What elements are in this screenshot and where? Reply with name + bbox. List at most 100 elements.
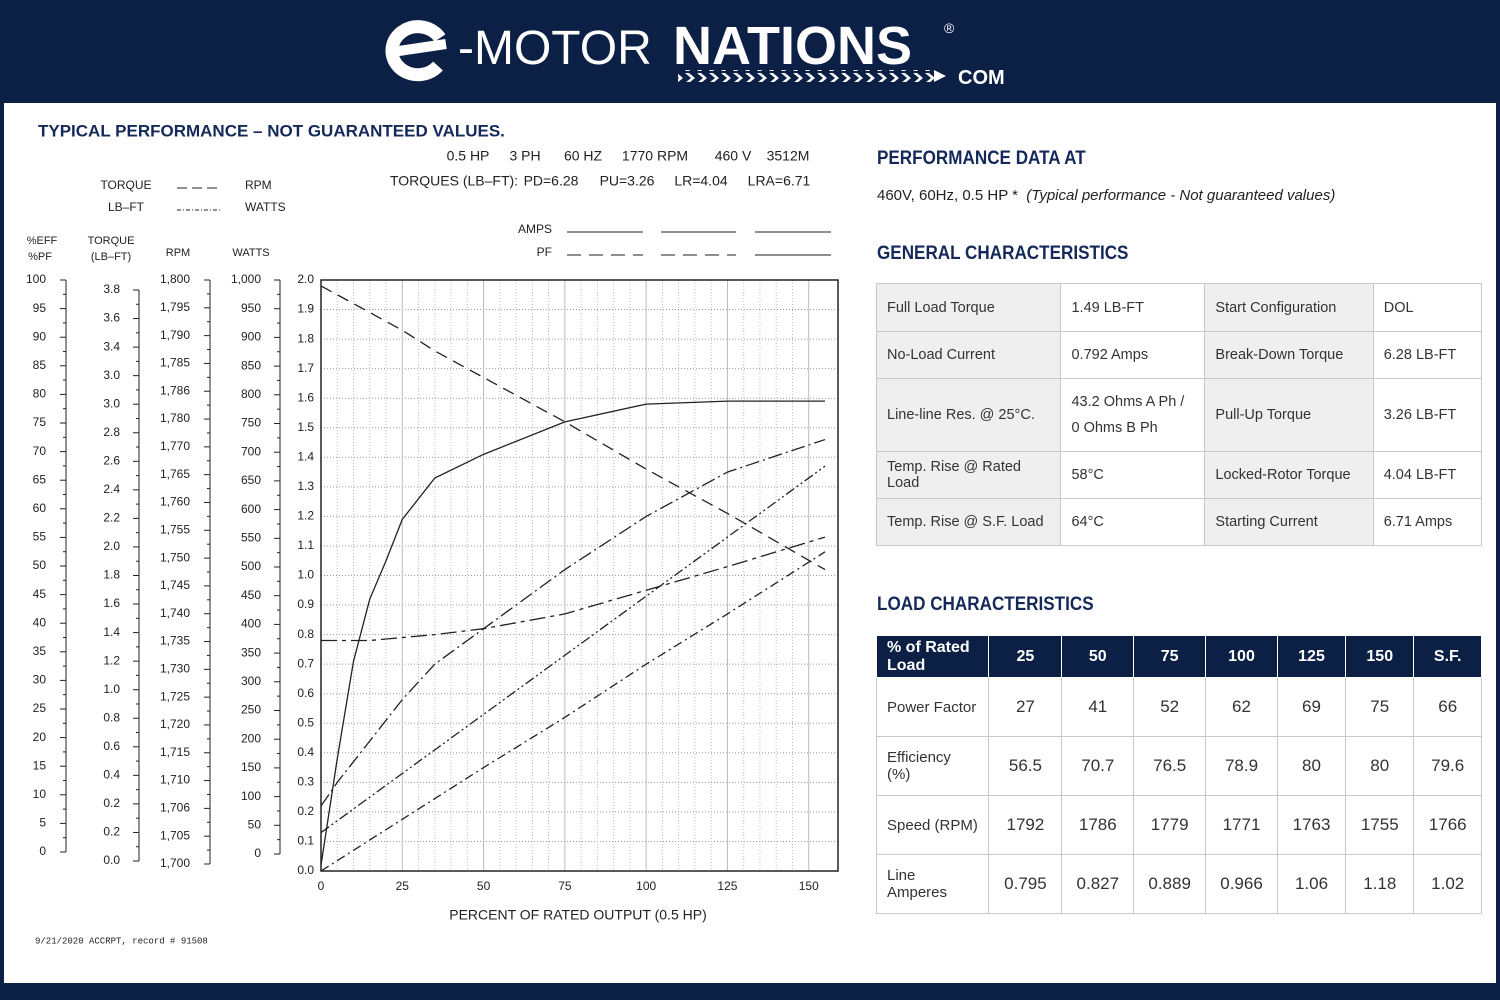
x-tick-label: 100 [636,879,656,893]
scale-label: 250 [241,703,261,717]
y-tick-label: 1.7 [297,361,314,375]
subtitle: 460V, 60Hz, 0.5 HP * [877,187,1018,204]
header: -MOTOR NATIONS ® COM [385,16,1005,89]
legend-label: LB–FT [108,200,145,214]
table-cell: Start Configuration [1204,283,1374,332]
scale-label: 1,785 [160,356,190,370]
scale-label: 40 [33,615,47,629]
table-row: Line-line Res. @ 25°C. 43.2 Ohms A Ph / 0 … [875,378,1483,452]
table-cell: 6.28 LB-FT [1372,331,1483,379]
scale-label: 1.6 [103,596,120,610]
scale-label: 1.0 [103,682,120,696]
y-tick-label: 0.9 [297,597,314,611]
table-cell: 27 [988,677,1063,737]
scale-label: 75 [33,415,47,429]
table-cell: Power Factor [875,677,990,737]
table-cell: 0.827 [1061,854,1135,914]
table-cell: 58°C [1060,451,1206,499]
table-header: % of Rated Load 25 50 75 100 125 150 S.F. [875,635,1482,678]
y-tick-label: 0.2 [297,804,314,818]
torque-spec: LRA=6.71 [748,173,811,189]
left-title: TYPICAL PERFORMANCE – NOT GUARANTEED VAL… [38,121,505,140]
table-cell: 0.889 [1133,854,1207,914]
y-tick-label: 1.1 [297,538,314,552]
performance-subtitle: 460V, 60Hz, 0.5 HP * (Typical performanc… [877,187,1335,204]
scale-label: 3.4 [103,339,120,353]
table-cell: 76.5 [1133,736,1207,796]
motor-spec: 3 PH [509,148,540,164]
scale-label: 3.6 [103,311,120,325]
scale-label: 800 [241,387,261,401]
scale-label: 1,735 [160,634,190,648]
table-cell: Line-line Res. @ 25°C. [875,378,1062,452]
table-cell: 1766 [1413,795,1482,855]
scale-label: 50 [33,558,47,572]
series-line [320,438,826,807]
y-tick-label: 1.5 [297,420,314,434]
torque-spec: PU=3.26 [600,173,655,189]
table-cell: S.F. [1413,635,1482,678]
scale-label: 70 [33,444,47,458]
table-cell: 0.966 [1205,854,1278,914]
table-cell: 25 [988,635,1063,678]
scale-label: 1,755 [160,522,190,536]
y-tick-label: 1.6 [297,390,314,404]
legend-label: PF [537,245,552,259]
table-cell: No-Load Current [875,331,1062,379]
scale-label: 1,720 [160,717,190,731]
scale-label: 1,765 [160,467,190,481]
scale-label: 50 [248,817,262,831]
table-cell: 4.04 LB-FT [1372,451,1483,499]
scale-label: 1,740 [160,606,190,620]
scale-label: 1,770 [160,439,190,453]
scale-label: 1,760 [160,495,190,509]
y-tick-label: 1.2 [297,509,314,523]
scale-label: 850 [241,358,261,372]
motor-spec: 60 HZ [564,148,603,164]
series-line [321,536,826,642]
x-tick-label: 50 [477,879,491,893]
scale-label: 1,700 [160,856,190,870]
scale-label: 1,705 [160,828,190,842]
arrow-head [934,70,946,82]
table-cell: 125 [1276,635,1347,678]
y-tick-label: 1.3 [297,479,314,493]
scale-label: 3.0 [103,368,120,382]
scale-label: 0.8 [103,710,120,724]
scale-label: 100 [241,789,261,803]
series-line [320,465,826,834]
table-row: No-Load Current 0.792 Amps Break-Down Torq… [875,331,1483,379]
performance-title: PERFORMANCE DATA AT [877,148,1086,169]
scale-label: 900 [241,330,261,344]
general-title: GENERAL CHARACTERISTICS [877,243,1129,264]
table-cell: 70.7 [1061,736,1135,796]
table-cell: 1.06 [1276,854,1347,914]
table-cell: 1792 [988,795,1063,855]
motor-spec: 3512M [767,148,810,164]
scale-label: 1.2 [103,653,120,667]
scale-label: 35 [33,644,47,658]
scale-label: 3.8 [103,282,120,296]
table-cell: 1763 [1276,795,1347,855]
scale-label: 0 [39,844,46,858]
scale-label: 2.2 [103,511,120,525]
logo-icon [385,20,447,82]
scale-label: 1,795 [160,300,190,314]
scale-label: 45 [33,587,47,601]
table-cell: Temp. Rise @ S.F. Load [875,498,1062,546]
table-row: Temp. Rise @ Rated Load 58°C Locked-Rotor … [875,451,1483,499]
table-row: Speed (RPM) 1792 1786 1779 1771 1763 1755 1766 [875,795,1482,855]
table-row: Full Load Torque 1.49 LB-FT Start Configur… [875,283,1483,332]
scale-label: 0.2 [103,825,120,839]
scale-label: 0.6 [103,739,120,753]
table-cell: Efficiency (%) [875,736,990,796]
scale-label: 350 [241,645,261,659]
plot-frame [320,279,839,872]
load-table: % of Rated Load 25 50 75 100 125 150 S.F. Power … [875,635,1482,914]
scale-label: 750 [241,416,261,430]
scale-label: 85 [33,358,47,372]
scale-label: 1,800 [160,272,190,286]
scale-label: 200 [241,731,261,745]
scale-label: 95 [33,301,47,315]
scale-label: 5 [39,816,46,830]
